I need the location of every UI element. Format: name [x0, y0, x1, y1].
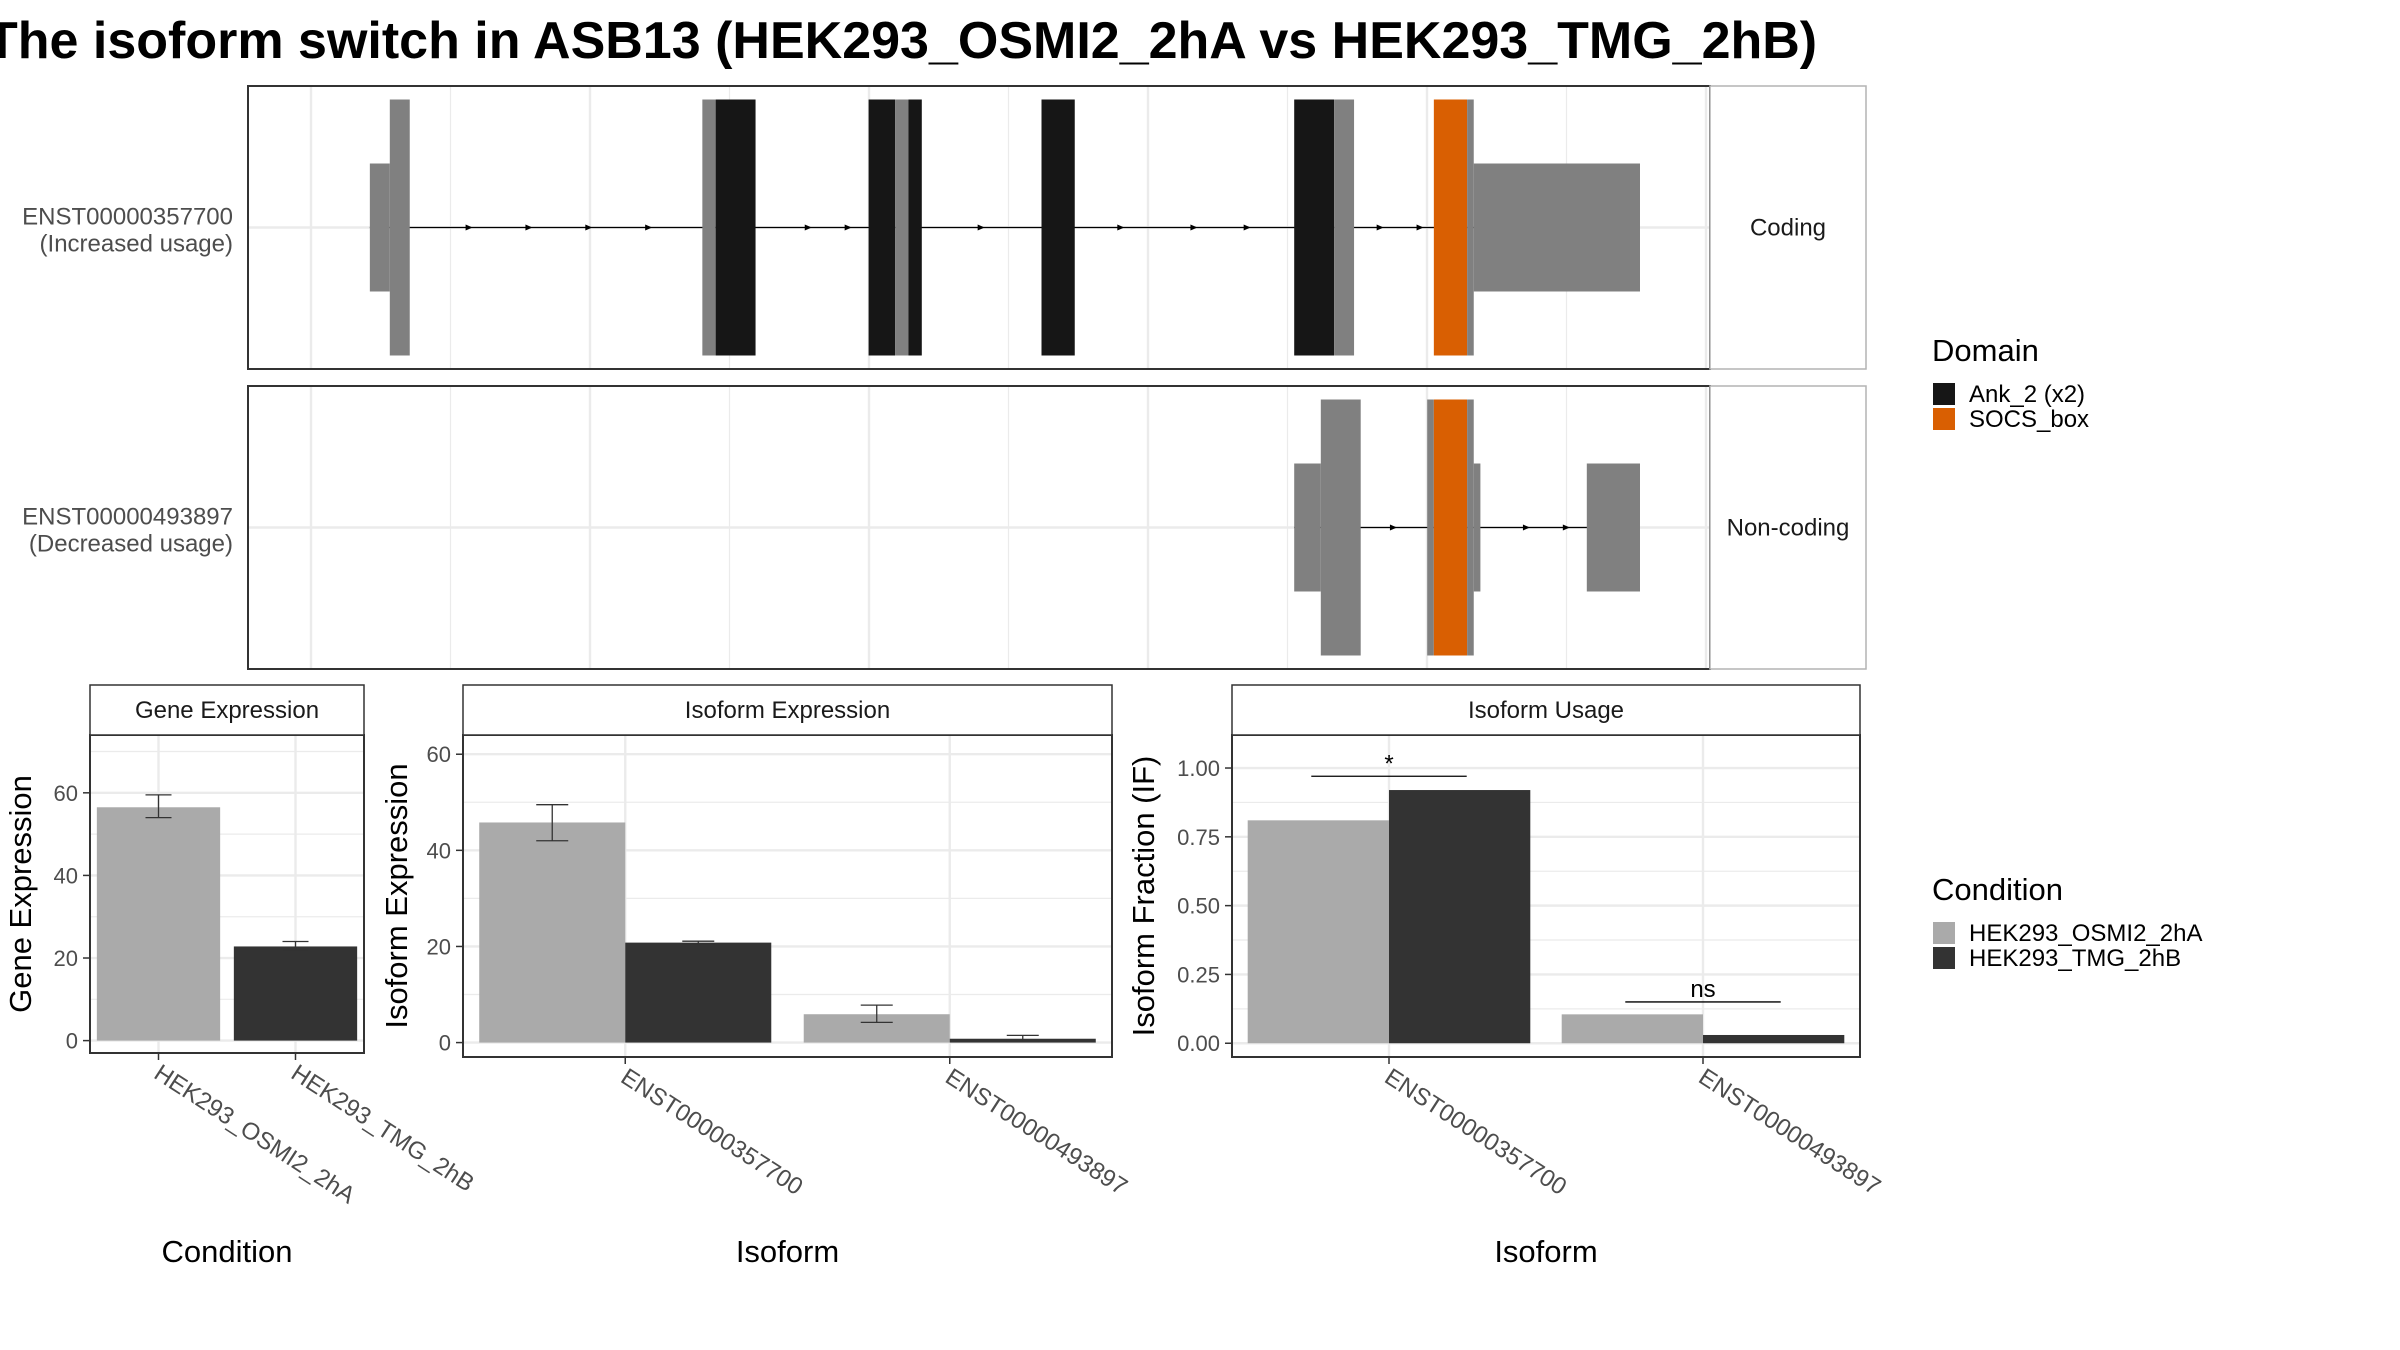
- exon-cds-no-domain: [1467, 399, 1474, 656]
- bar-tmg: [1703, 1034, 1845, 1044]
- isoform-structure-panel: Coding ENST00000357700(Increased usage) No…: [22, 85, 1867, 670]
- exon-utr: [1473, 463, 1481, 592]
- bar-osmi: [96, 807, 221, 1041]
- exon-domain-ank: [1041, 99, 1075, 356]
- y-tick-label: 0.00: [1177, 1031, 1220, 1056]
- exon-cds-no-domain: [1320, 399, 1361, 656]
- exon-domain-ank: [868, 99, 896, 356]
- x-tick-label: ENST00000493897: [940, 1063, 1132, 1200]
- chart-title-strip: [1231, 684, 1861, 736]
- exon-utr: [1473, 163, 1640, 292]
- domain-legend-title: Domain: [1932, 333, 2039, 368]
- exon-utr: [369, 163, 390, 292]
- domain-legend-label: SOCS_box: [1969, 406, 2089, 433]
- y-tick-label: 1.00: [1177, 756, 1220, 781]
- intron-arrow: [1389, 524, 1397, 531]
- exon-cds-no-domain: [895, 99, 909, 356]
- condition-legend-label: HEK293_TMG_2hB: [1969, 945, 2181, 972]
- intron-arrow: [1416, 224, 1424, 231]
- transcript-id-label: ENST00000493897: [22, 504, 233, 531]
- intron-arrow: [844, 224, 852, 231]
- intron-arrow: [1562, 524, 1570, 531]
- exon-cds-no-domain: [389, 99, 410, 356]
- x-axis-title: Isoform: [1494, 1234, 1597, 1269]
- exon-cds-no-domain: [1427, 399, 1434, 656]
- facet-strip-label: Coding: [1750, 215, 1826, 242]
- y-tick-label: 0.75: [1177, 825, 1220, 850]
- isoform-usage-chart: * ns Isoform Usage 0.00 0.25 0.50 0.75 1.00 ENST…: [1126, 684, 1886, 1269]
- bar-tmg: [1389, 790, 1531, 1044]
- domain-legend-swatch: [1933, 383, 1955, 405]
- transcript-usage-label: (Increased usage): [40, 231, 233, 258]
- y-tick-label: 0.50: [1177, 894, 1220, 919]
- exon-domain-ank: [908, 99, 922, 356]
- bar-osmi: [479, 822, 626, 1043]
- chart-title: Gene Expression: [135, 697, 319, 724]
- y-tick-label: 0: [66, 1029, 78, 1054]
- exon-domain-ank: [715, 99, 756, 356]
- facet-strip: [1709, 385, 1867, 670]
- intron-arrow: [525, 224, 533, 231]
- significance-label: *: [1384, 750, 1393, 777]
- exon-domain-ank: [1294, 99, 1335, 356]
- facet-strip: [1709, 85, 1867, 370]
- intron-arrow: [1522, 524, 1530, 531]
- chart-title-strip: [89, 684, 365, 736]
- y-tick-label: 0: [439, 1031, 451, 1056]
- x-axis-title: Condition: [162, 1234, 293, 1269]
- y-tick-label: 60: [427, 742, 451, 767]
- intron-arrow: [1243, 224, 1251, 231]
- condition-legend-label: HEK293_OSMI2_2hA: [1969, 920, 2202, 947]
- intron-arrow: [1376, 224, 1384, 231]
- intron-arrow: [1190, 224, 1198, 231]
- bar-osmi: [1247, 820, 1389, 1044]
- condition-legend-title: Condition: [1932, 872, 2063, 907]
- legends: Domain Ank_2 (x2)SOCS_box Condition HEK293_…: [1932, 333, 2202, 972]
- significance-label: ns: [1690, 976, 1715, 1003]
- bar-tmg: [625, 942, 772, 1043]
- exon-utr: [1586, 463, 1640, 592]
- bar-osmi: [1561, 1014, 1703, 1044]
- y-tick-label: 40: [427, 838, 451, 863]
- exon-cds-no-domain: [1334, 99, 1355, 356]
- y-tick-label: 20: [427, 934, 451, 959]
- intron-arrow: [977, 224, 985, 231]
- isoform-expression-chart: Isoform Expression 0 20 40 60 ENST00000357700…: [379, 684, 1132, 1269]
- transcript-id-label: ENST00000357700: [22, 204, 233, 231]
- exon-domain-socs: [1433, 99, 1468, 356]
- x-axis-title: Isoform: [736, 1234, 839, 1269]
- domain-legend-label: Ank_2 (x2): [1969, 381, 2085, 408]
- intron-arrow: [585, 224, 593, 231]
- y-tick-label: 60: [54, 781, 78, 806]
- condition-legend-swatch: [1933, 947, 1955, 969]
- condition-legend-swatch: [1933, 922, 1955, 944]
- transcript-usage-label: (Decreased usage): [29, 531, 233, 558]
- y-axis-title: Gene Expression: [3, 775, 38, 1013]
- y-axis-title: Isoform Expression: [379, 763, 414, 1028]
- intron-arrow: [1117, 224, 1125, 231]
- y-tick-label: 40: [54, 863, 78, 888]
- y-tick-label: 0.25: [1177, 962, 1220, 987]
- intron-arrow: [645, 224, 653, 231]
- intron-arrow: [804, 224, 812, 231]
- domain-legend-swatch: [1933, 408, 1955, 430]
- exon-domain-socs: [1433, 399, 1468, 656]
- chart-title: Isoform Expression: [685, 697, 890, 724]
- x-tick-label: ENST00000357700: [616, 1063, 808, 1200]
- exon-cds-no-domain: [702, 99, 716, 356]
- chart-title: Isoform Usage: [1468, 697, 1624, 724]
- intron-arrow: [465, 224, 473, 231]
- bar-tmg: [233, 946, 358, 1041]
- x-tick-label: ENST00000357700: [1380, 1063, 1572, 1200]
- exon-cds-no-domain: [1467, 99, 1474, 356]
- x-tick-label: ENST00000493897: [1694, 1063, 1886, 1200]
- y-tick-label: 20: [54, 946, 78, 971]
- exon-utr: [1294, 463, 1321, 592]
- chart-title-strip: [462, 684, 1113, 736]
- facet-strip-label: Non-coding: [1727, 515, 1850, 542]
- y-axis-title: Isoform Fraction (IF): [1126, 756, 1161, 1037]
- figure-title: The isoform switch in ASB13 (HEK293_OSMI…: [0, 12, 1817, 70]
